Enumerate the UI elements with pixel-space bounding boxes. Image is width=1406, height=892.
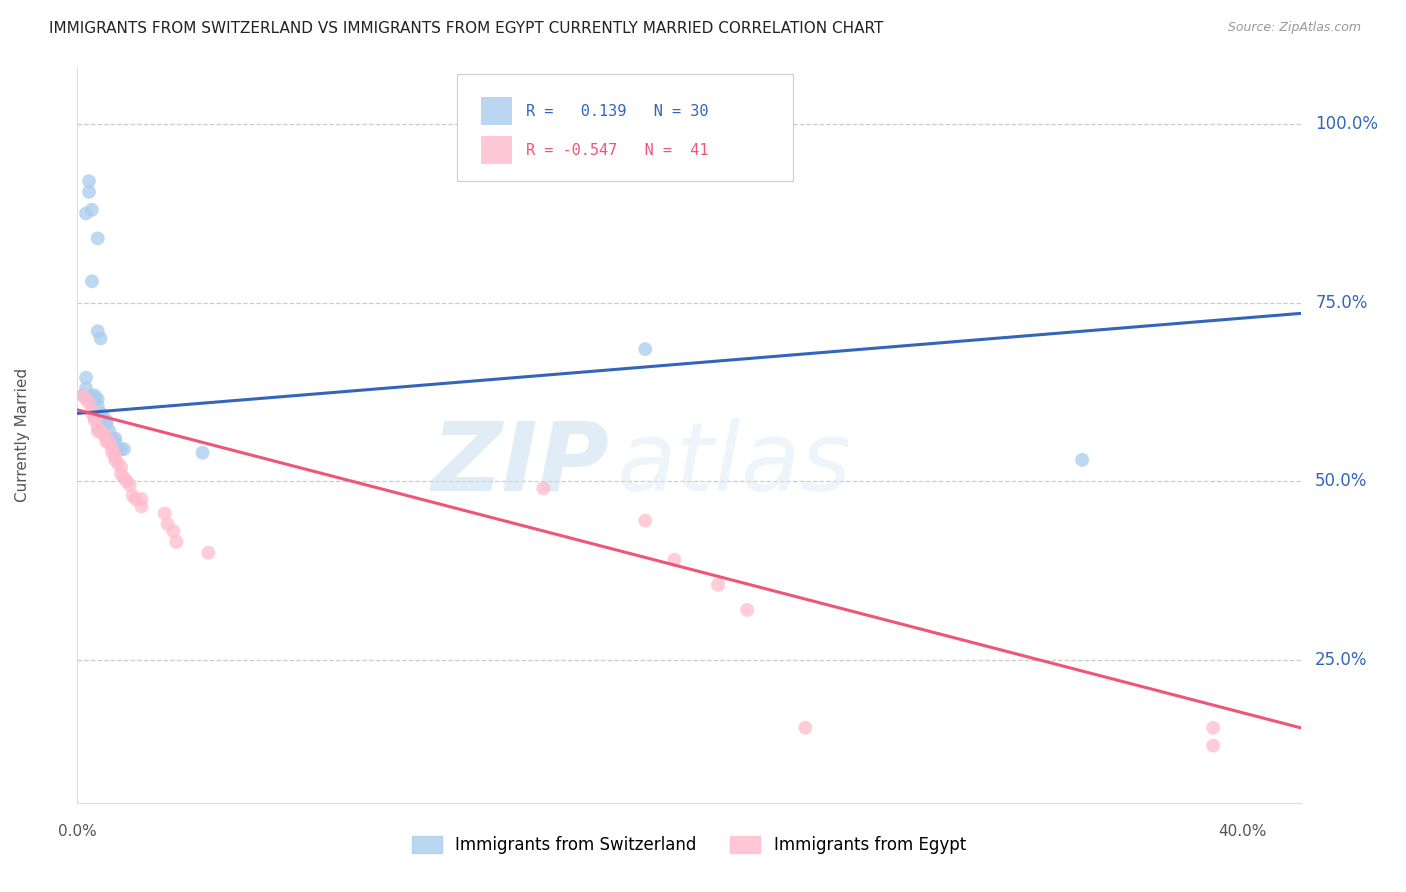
Point: [131, 500, 153, 514]
Point: [101, 432, 124, 446]
Point: [707, 578, 730, 592]
Point: [98, 435, 121, 450]
Point: [83, 409, 105, 424]
Point: [104, 432, 127, 446]
Point: [72, 388, 94, 402]
Point: [75, 206, 97, 220]
Point: [75, 370, 97, 384]
Point: [794, 721, 817, 735]
Text: Currently Married: Currently Married: [15, 368, 30, 502]
Point: [83, 388, 105, 402]
Point: [93, 409, 115, 424]
Text: 0.0%: 0.0%: [58, 824, 97, 839]
Point: [531, 482, 554, 496]
Point: [1202, 739, 1225, 753]
Text: 75.0%: 75.0%: [1315, 293, 1368, 311]
Point: [118, 478, 141, 492]
Bar: [481, 97, 512, 125]
Point: [104, 435, 127, 450]
Point: [1202, 721, 1225, 735]
Point: [75, 392, 97, 406]
Point: [87, 420, 110, 434]
Point: [90, 331, 112, 345]
Point: [191, 446, 214, 460]
Point: [634, 514, 657, 528]
Point: [165, 535, 187, 549]
Text: R = -0.547   N =  41: R = -0.547 N = 41: [526, 143, 709, 158]
Text: atlas: atlas: [616, 417, 851, 511]
Point: [96, 435, 118, 450]
Point: [87, 392, 110, 406]
Point: [77, 395, 100, 409]
Point: [162, 524, 184, 539]
Point: [107, 457, 129, 471]
Point: [87, 424, 110, 438]
Point: [735, 603, 758, 617]
Point: [80, 388, 103, 402]
Point: [121, 489, 143, 503]
Point: [110, 460, 132, 475]
Point: [112, 471, 135, 485]
Point: [107, 442, 129, 457]
Point: [77, 185, 100, 199]
Point: [72, 388, 94, 402]
Point: [124, 492, 146, 507]
Point: [101, 446, 124, 460]
Point: [153, 507, 176, 521]
Point: [197, 546, 219, 560]
Text: R =   0.139   N = 30: R = 0.139 N = 30: [526, 103, 709, 119]
Point: [112, 442, 135, 457]
Point: [115, 475, 138, 489]
Text: ZIP: ZIP: [432, 417, 609, 511]
Point: [96, 417, 118, 431]
Bar: [481, 136, 512, 164]
Point: [80, 202, 103, 217]
Text: Source: ZipAtlas.com: Source: ZipAtlas.com: [1227, 21, 1361, 35]
Point: [110, 467, 132, 482]
Point: [80, 274, 103, 288]
Point: [634, 342, 657, 356]
Point: [131, 492, 153, 507]
Point: [96, 432, 118, 446]
Point: [87, 324, 110, 338]
Point: [98, 424, 121, 438]
Point: [96, 413, 118, 427]
Point: [104, 453, 127, 467]
Text: 25.0%: 25.0%: [1315, 651, 1368, 669]
Legend: Immigrants from Switzerland, Immigrants from Egypt: Immigrants from Switzerland, Immigrants …: [405, 830, 973, 861]
Point: [80, 406, 103, 420]
Point: [110, 442, 132, 457]
Point: [80, 402, 103, 417]
Point: [77, 174, 100, 188]
Point: [87, 399, 110, 413]
Point: [1071, 453, 1094, 467]
Point: [75, 381, 97, 395]
Point: [83, 413, 105, 427]
Point: [90, 424, 112, 438]
Point: [87, 231, 110, 245]
Point: [90, 406, 112, 420]
Text: 50.0%: 50.0%: [1315, 472, 1368, 491]
Point: [104, 450, 127, 464]
Point: [101, 442, 124, 457]
Point: [93, 428, 115, 442]
Text: 40.0%: 40.0%: [1218, 824, 1267, 839]
FancyBboxPatch shape: [457, 74, 793, 181]
Text: 100.0%: 100.0%: [1315, 115, 1378, 133]
Point: [83, 392, 105, 406]
Point: [156, 517, 179, 532]
Point: [664, 553, 686, 567]
Text: IMMIGRANTS FROM SWITZERLAND VS IMMIGRANTS FROM EGYPT CURRENTLY MARRIED CORRELATI: IMMIGRANTS FROM SWITZERLAND VS IMMIGRANT…: [49, 21, 883, 37]
